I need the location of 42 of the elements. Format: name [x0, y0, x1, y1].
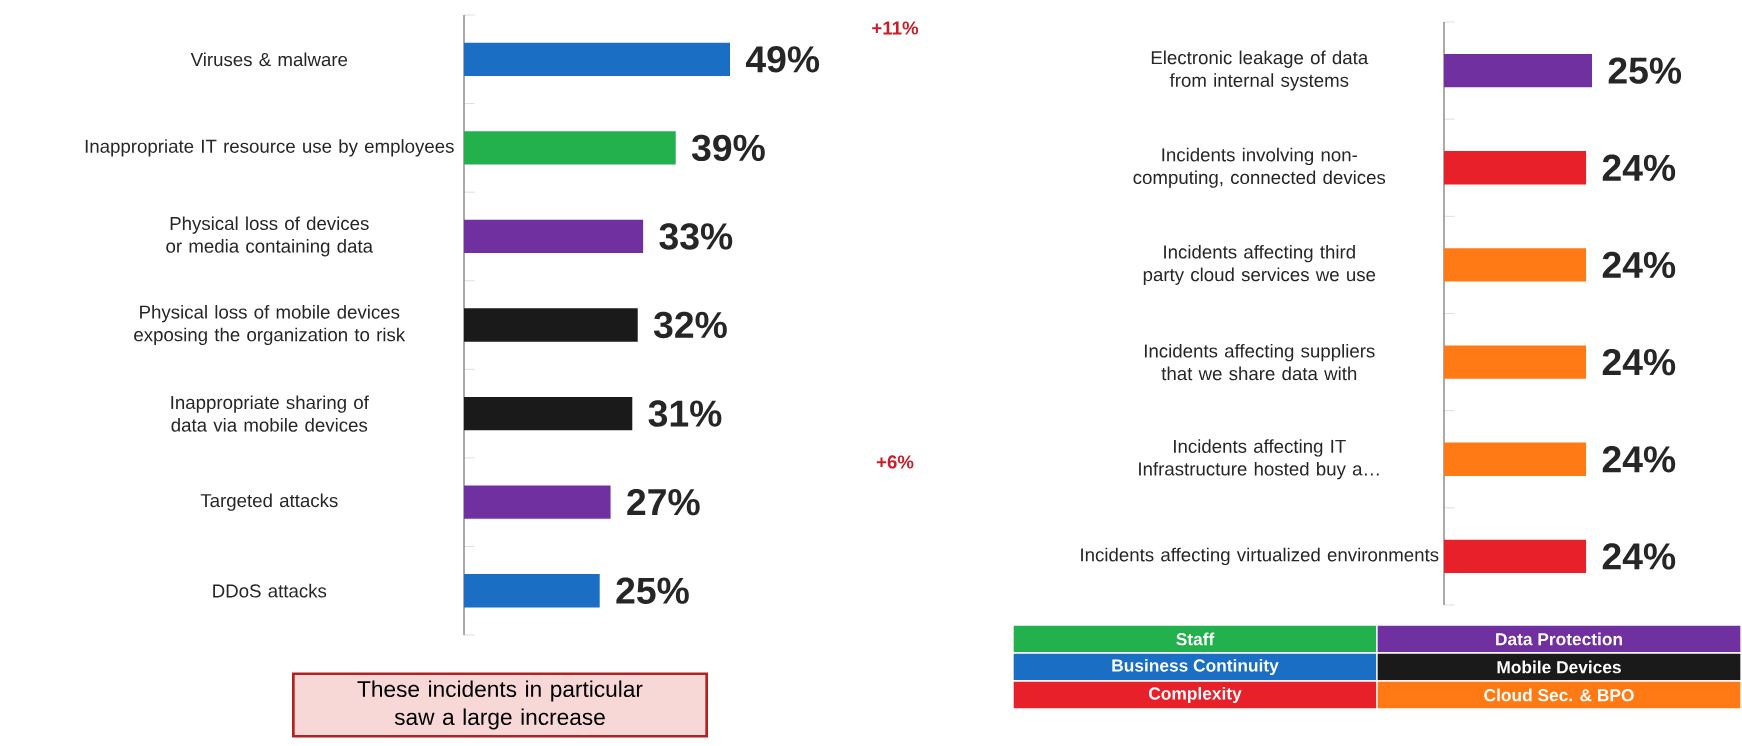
text: Business Continuity	[1112, 658, 1279, 676]
y-tick-label: Inappropriate sharing of data via mobile devices	[171, 395, 369, 432]
text: Complexity	[1149, 686, 1242, 704]
y-tick-label: DDoS attacks	[213, 583, 327, 598]
bar	[464, 485, 611, 519]
data-label: 25%	[1608, 57, 1682, 84]
text: Cloud Sec. & BPO	[1484, 688, 1634, 702]
data-label: 24%	[1602, 348, 1676, 376]
bar	[464, 42, 730, 76]
text: These incidents in particular saw a large increase	[357, 680, 643, 730]
data-label: 33%	[659, 223, 733, 250]
y-tick-label: Incidents affecting IT Infrastructure hosted buy a…	[1139, 439, 1379, 480]
bar	[464, 131, 676, 165]
text: Staff	[1176, 632, 1215, 646]
y-tick-label: Physical loss of mobile devices exposing the organization to risk	[134, 304, 406, 346]
data-label: 39%	[691, 134, 765, 162]
y-tick-label: Incidents involving non-computing, connected devices	[1133, 147, 1386, 188]
data-label: 24%	[1602, 446, 1676, 473]
data-label: 49%	[745, 46, 820, 73]
data-label: 27%	[627, 488, 700, 516]
text: +11%	[872, 21, 919, 35]
data-label: 24%	[1602, 154, 1676, 181]
y-tick-label: Viruses & malware	[190, 52, 348, 67]
text: +6%	[876, 455, 914, 469]
data-label: 24%	[1602, 251, 1676, 279]
data-label: 24%	[1602, 543, 1676, 570]
bar	[464, 396, 633, 431]
bar	[464, 219, 644, 254]
y-tick-label: Incidents affecting suppliers that we share data with	[1144, 343, 1375, 381]
data-label: 25%	[616, 577, 689, 604]
y-tick-label: Incidents affecting third party cloud services we use	[1143, 244, 1376, 285]
bar	[464, 308, 638, 342]
y-tick-label: Physical loss of devices or media containing data	[166, 216, 374, 257]
y-tick-label: Inappropriate IT resource use by employees	[85, 139, 454, 157]
text: Mobile Devices	[1497, 660, 1621, 674]
data-label: 32%	[653, 311, 727, 339]
text: Data Protection	[1496, 632, 1622, 646]
y-tick-label: Incidents affecting virtualized environments	[1081, 547, 1439, 566]
y-tick-label: Electronic leakage of data from internal systems	[1151, 50, 1369, 91]
y-tick-label: Targeted attacks	[200, 493, 338, 511]
data-label: 31%	[648, 400, 722, 427]
bar	[464, 574, 600, 608]
